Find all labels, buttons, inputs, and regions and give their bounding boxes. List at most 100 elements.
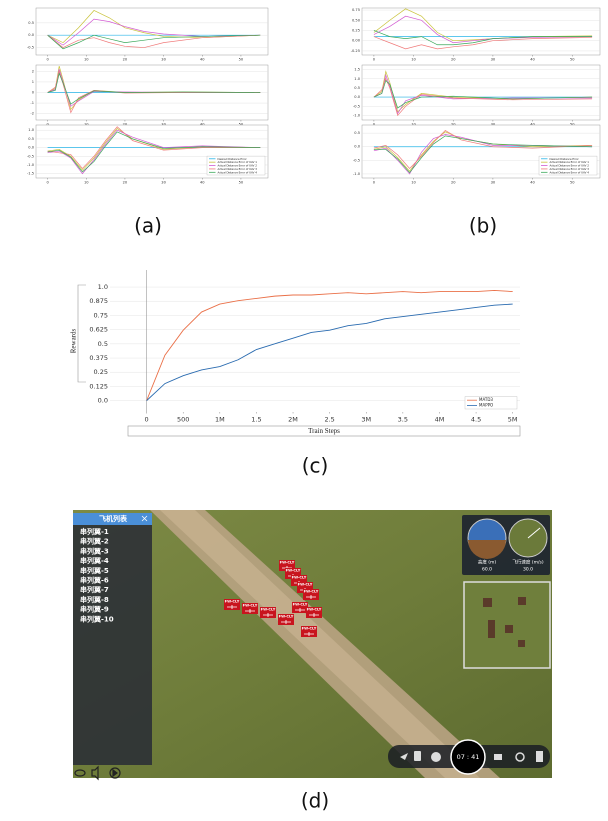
y-tick-label: 0.0 — [28, 33, 34, 37]
y-tick-label: 0 — [32, 91, 35, 95]
x-tick-label: 0 — [373, 181, 376, 185]
x-tick-label: 20 — [123, 181, 128, 185]
aircraft-label: FW-CLY — [286, 569, 301, 573]
x-tick-label: 4M — [435, 416, 445, 424]
y-tick-label: 0.5 — [354, 86, 360, 90]
y-tick-label: 1.0 — [28, 128, 34, 132]
chart: -1.0-0.50.00.51.01.501020304050 — [353, 65, 600, 127]
chart: -2-101201020304050 — [30, 65, 268, 127]
aircraft-label: FW-CLY — [261, 608, 276, 612]
y-tick-label: 0.00 — [352, 39, 361, 43]
y-tick-label: 0.625 — [89, 326, 108, 334]
aircraft-label: FW-CLY — [279, 615, 294, 619]
simulation-screenshot: 飞机列表 串列翼-1串列翼-2串列翼-3串列翼-4串列翼-5串列翼-6串列翼-7… — [73, 510, 552, 779]
y-tick-label: 0.0 — [354, 145, 360, 149]
y-tick-label: 0.5 — [354, 131, 360, 135]
altitude-label: 高度 (m) — [478, 559, 497, 566]
plot-area — [362, 8, 600, 55]
y-tick-label: 0.5 — [98, 340, 108, 348]
y-tick-label: -1.0 — [353, 113, 361, 117]
x-tick-label: 20 — [123, 58, 128, 62]
aircraft-list-item[interactable]: 串列翼-9 — [80, 605, 109, 614]
aircraft-list-item[interactable]: 串列翼-1 — [80, 527, 109, 536]
x-tick-label: 0 — [46, 181, 49, 185]
y-tick-label: 0.5 — [28, 21, 34, 25]
legend-label: Actual Distance Error of UAV 4 — [218, 170, 258, 174]
y-tick-label: 0.5 — [28, 137, 34, 141]
y-tick-label: -0.25 — [351, 49, 360, 53]
y-tick-label: 0.50 — [352, 18, 361, 22]
aircraft-label: FW-CLY — [304, 590, 319, 594]
x-tick-label: 30 — [491, 58, 496, 62]
aircraft-list-item[interactable]: 串列翼-4 — [80, 556, 109, 565]
aircraft-list-item[interactable]: 串列翼-3 — [80, 546, 109, 555]
aircraft-label: FW-CLY — [292, 576, 307, 580]
x-tick-label: 50 — [239, 181, 244, 185]
x-tick-label: 1.5 — [251, 416, 261, 424]
x-tick-label: 2M — [288, 416, 298, 424]
caption: (d) — [301, 789, 329, 813]
x-tick-label: 50 — [570, 181, 575, 185]
caption: (c) — [302, 454, 329, 478]
x-tick-label: 30 — [491, 181, 496, 185]
legend-label: MAPPO — [479, 402, 493, 407]
chart: -1.5-1.0-0.50.00.51.001020304050Desired … — [27, 125, 268, 185]
y-tick-label: 2 — [32, 69, 34, 73]
y-tick-label: 0.0 — [98, 397, 108, 405]
x-tick-label: 40 — [200, 181, 205, 185]
figure: (a) (b) (c) (d) 飞机列表 串列翼-1串列翼-2串列翼-3串列翼-… — [0, 0, 608, 817]
x-tick-label: 20 — [451, 58, 456, 62]
aircraft-label: FW-CLY — [243, 604, 258, 608]
x-tick-label: 3.5 — [398, 416, 408, 424]
aircraft-label: FW-CLY — [293, 603, 308, 607]
page: {"chart_data": [ {"type": "line", "x": [… — [0, 0, 608, 817]
aircraft-label: FW-CLY — [280, 561, 295, 565]
x-tick-label: 30 — [161, 58, 166, 62]
y-tick-label: 0.875 — [89, 297, 108, 305]
y-tick-label: -0.5 — [27, 154, 34, 158]
x-tick-label: 30 — [161, 181, 166, 185]
y-label-bracket — [78, 285, 86, 382]
aircraft-list-item[interactable]: 串列翼-5 — [80, 566, 109, 575]
aircraft-list-item[interactable]: 串列翼-2 — [80, 537, 109, 546]
caption: (b) — [469, 214, 497, 238]
chart: -0.250.000.250.500.7501020304050 — [351, 8, 600, 62]
y-tick-label: 0.0 — [354, 95, 360, 99]
y-tick-label: 0.25 — [94, 368, 108, 376]
aircraft-label: FW-CLY — [225, 600, 240, 604]
aircraft-label: FW-CLY — [298, 583, 313, 587]
y-axis-label: Rewards — [70, 328, 78, 353]
x-axis-label: Train Steps — [308, 427, 340, 435]
caption: (a) — [134, 214, 162, 238]
y-tick-label: -1.0 — [353, 172, 361, 176]
x-tick-label: 10 — [84, 58, 89, 62]
y-tick-label: 0.375 — [89, 354, 108, 362]
x-tick-label: 0 — [373, 58, 376, 62]
y-tick-label: 0.0 — [28, 146, 34, 150]
y-tick-label: 1.0 — [354, 77, 360, 81]
y-tick-label: 1.5 — [354, 68, 360, 72]
x-tick-label: 50 — [570, 58, 575, 62]
altitude-value: 60.0 — [482, 567, 492, 573]
aircraft-list-item[interactable]: 串列翼-7 — [80, 585, 109, 594]
x-tick-label: 10 — [411, 181, 416, 185]
y-tick-label: -1.5 — [27, 172, 34, 176]
aircraft-list-item[interactable]: 串列翼-6 — [80, 576, 109, 585]
y-tick-label: -0.5 — [27, 46, 34, 50]
x-tick-label: 0 — [145, 416, 149, 424]
x-tick-label: 40 — [530, 181, 535, 185]
aircraft-list-item[interactable]: 串列翼-10 — [80, 614, 114, 623]
speed-value: 30.0 — [523, 567, 533, 573]
aircraft-label: FW-CLY — [302, 627, 317, 631]
x-tick-label: 0 — [46, 58, 49, 62]
clock: 07 : 41 — [457, 753, 480, 761]
x-tick-label: 1M — [215, 416, 225, 424]
y-tick-label: 1.0 — [98, 283, 108, 291]
aircraft-list-item[interactable]: 串列翼-8 — [80, 595, 109, 604]
x-tick-label: 10 — [84, 181, 89, 185]
y-tick-label: -1 — [30, 101, 34, 105]
y-tick-label: 0.75 — [94, 311, 108, 319]
y-tick-label: 1 — [32, 80, 34, 84]
